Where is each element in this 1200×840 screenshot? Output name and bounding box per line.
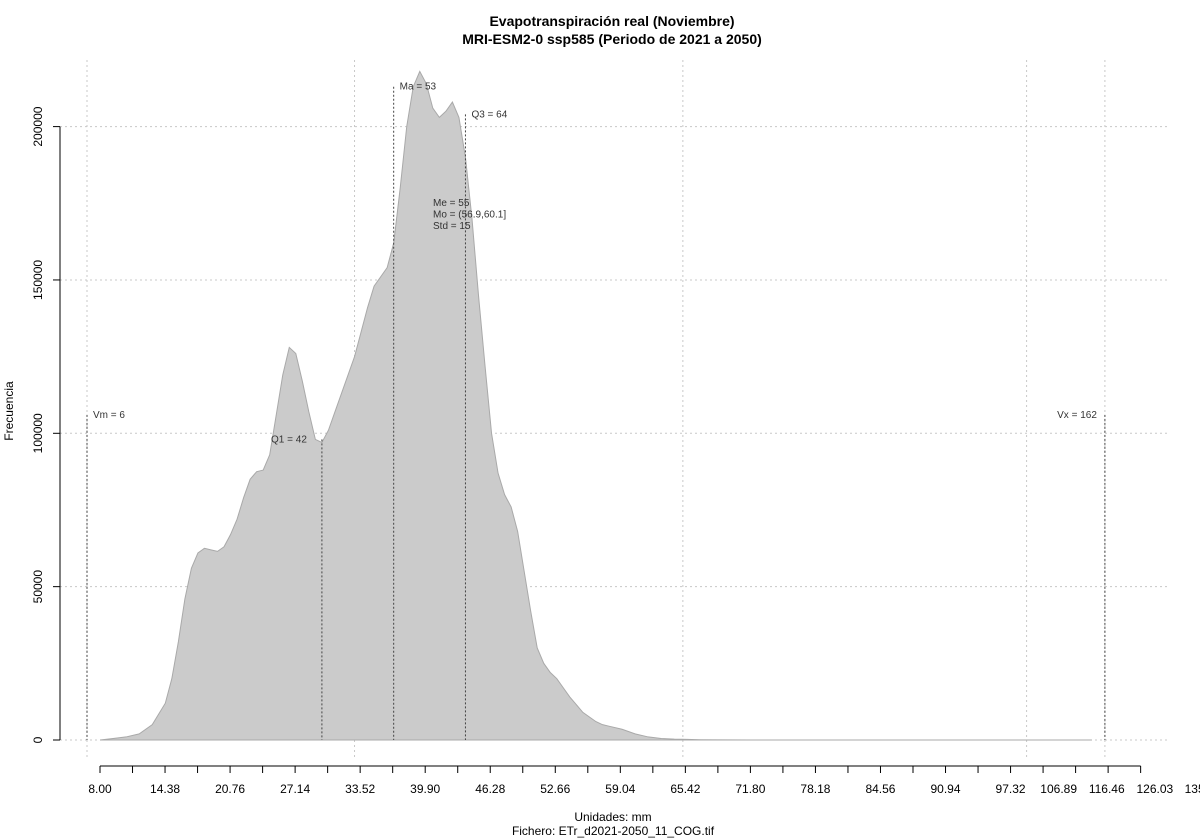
stat-label-2: Ma = 53	[400, 82, 437, 93]
x-axis-label: Unidades: mm	[574, 810, 651, 824]
x-tick-label-1: 14.38	[150, 782, 180, 796]
stat-label-1: Q1 = 42	[271, 434, 307, 445]
stat-label-3: Q3 = 64	[471, 109, 507, 120]
x-tick-label-2: 20.76	[215, 782, 245, 796]
x-tick-label-6: 46.28	[475, 782, 505, 796]
x-tick-label-12: 84.56	[865, 782, 895, 796]
x-tick-label-8: 59.04	[605, 782, 635, 796]
y-tick-label-0: 0	[31, 736, 45, 743]
density-area-path	[99, 70, 1092, 741]
y-axis: 0 50000 100000 150000 200000	[31, 106, 61, 743]
x-tick-label-4: 33.52	[345, 782, 375, 796]
y-tick-label-4: 200000	[31, 106, 45, 146]
stat-summary-2: Std = 15	[433, 221, 471, 232]
x-tick-label-0: 8.00	[88, 782, 112, 796]
y-tick-label-1: 50000	[31, 570, 45, 604]
stat-label-0: Vm = 6	[93, 410, 125, 421]
y-axis-label: Frecuencia	[2, 381, 16, 441]
file-caption: Fichero: ETr_d2021-2050_11_COG.tif	[512, 824, 715, 838]
x-tick-label-18: 135.60	[1185, 782, 1200, 796]
x-tick-label-10: 71.80	[735, 782, 765, 796]
y-tick-label-3: 150000	[31, 260, 45, 300]
stat-lines	[86, 86, 1106, 740]
x-tick-label-15: 106.89	[1040, 782, 1077, 796]
x-tick-label-3: 27.14	[280, 782, 310, 796]
stat-label-4: Vx = 162	[1057, 410, 1097, 421]
x-tick-label-16: 116.46	[1089, 782, 1125, 796]
y-tick-label-2: 100000	[31, 413, 45, 453]
stat-summary-0: Me = 55	[433, 198, 470, 209]
stat-summary-1: Mo = (56.9,60.1]	[433, 210, 506, 221]
x-tick-label-11: 78.18	[800, 782, 830, 796]
chart-title: Evapotranspiración real (Noviembre)	[489, 13, 734, 29]
annotations: Vm = 6 Q1 = 42 Ma = 53 Q3 = 64 Vx = 162 Me = …	[93, 82, 1097, 446]
x-tick-label-14: 97.32	[996, 782, 1026, 796]
x-axis: 8.00 14.38 20.76 27.14 33.52 39.90 46.28 52.66 5…	[88, 765, 1200, 796]
density-area	[99, 70, 1092, 741]
x-tick-label-9: 65.42	[670, 782, 700, 796]
x-tick-label-17: 126.03	[1137, 782, 1174, 796]
chart-subtitle: MRI-ESM2-0 ssp585 (Periodo de 2021 a 205…	[462, 31, 762, 47]
x-tick-label-5: 39.90	[410, 782, 440, 796]
x-tick-label-13: 90.94	[931, 782, 961, 796]
x-tick-label-7: 52.66	[540, 782, 570, 796]
